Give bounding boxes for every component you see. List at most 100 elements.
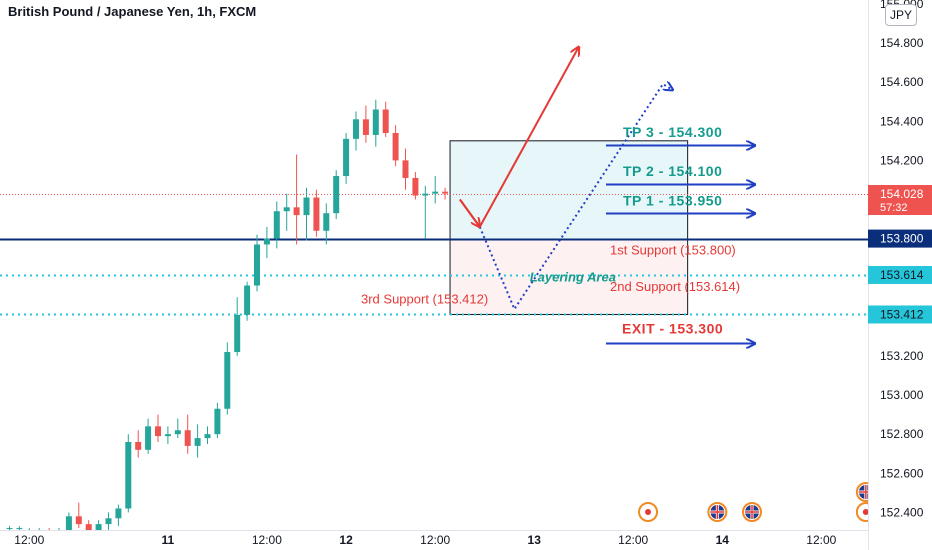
candle-body [263, 238, 270, 245]
candle [28, 528, 30, 530]
event-ring [855, 502, 868, 522]
candle [244, 281, 251, 321]
candle [48, 528, 50, 530]
candle [214, 402, 221, 439]
event-center [862, 509, 868, 515]
candle-body [382, 109, 389, 133]
candle-body [254, 244, 260, 286]
candle-body [224, 352, 231, 409]
candle-body [313, 197, 320, 231]
candle [204, 426, 211, 444]
candle-body [432, 191, 439, 194]
candle [125, 434, 132, 513]
y-tick-label: 152.800 [880, 427, 924, 441]
y-tick-label: 153.200 [880, 349, 924, 363]
annotation-label: TP 3 - 154.300 [623, 124, 722, 140]
price-label-text: 154.028 [880, 187, 924, 201]
candle-body [204, 434, 211, 439]
event-dot-icon [855, 502, 868, 522]
annotation-label: 3rd Support (153.412) [361, 291, 488, 306]
candle-body [353, 119, 359, 139]
annotation-label: 2nd Support (153.614) [610, 279, 740, 294]
candle-body [65, 516, 72, 530]
currency-button[interactable]: JPY [885, 4, 917, 26]
price-label-bg [868, 185, 932, 216]
candles-group [6, 99, 449, 530]
candle [85, 520, 92, 530]
x-tick-label: 13 [528, 533, 542, 547]
candle-body [422, 193, 429, 196]
candle [234, 297, 241, 356]
annotation-label: EXIT - 153.300 [622, 320, 723, 336]
candle [145, 418, 152, 454]
price-label-bg [868, 265, 932, 284]
scenario-dip-arrow [459, 198, 480, 226]
candle [333, 170, 340, 220]
x-tick-label: 12:00 [618, 533, 648, 547]
candle-body [6, 528, 13, 530]
y-tick-label: 154.400 [880, 114, 924, 128]
candle [6, 526, 13, 530]
candle-body [174, 430, 181, 435]
event-flag-icon [742, 502, 762, 522]
candle [224, 342, 231, 415]
candle-body [194, 438, 201, 446]
candle [263, 226, 270, 259]
candle [135, 430, 142, 458]
candle [402, 148, 409, 190]
candle-body [85, 524, 92, 530]
y-tick-label: 152.400 [880, 505, 924, 519]
candle [382, 101, 389, 137]
x-tick-label: 12:00 [806, 533, 836, 547]
candle-body [412, 177, 419, 196]
candle-body [343, 138, 350, 177]
candle-body [442, 191, 449, 194]
layering-area-label: Layering Area [530, 270, 616, 285]
candle-body [135, 441, 142, 450]
x-tick-label: 11 [162, 533, 175, 547]
candle-body [362, 119, 369, 135]
candle [58, 528, 60, 530]
event-center [645, 509, 652, 515]
plot-area: Layering Area TP 3 - 154.300 TP 2 - 154.10… [0, 47, 868, 530]
candle-body [214, 408, 221, 435]
price-label-text: 153.614 [880, 268, 924, 282]
candle [313, 189, 320, 237]
candle [65, 512, 72, 530]
x-tick-label: 12:00 [252, 533, 282, 547]
candle [432, 176, 439, 204]
candle [95, 520, 102, 530]
x-tick-label: 12:00 [420, 533, 450, 547]
event-flag-icon [707, 502, 728, 522]
candle [38, 528, 40, 530]
candle [174, 418, 181, 439]
candle [392, 125, 399, 167]
candle [303, 187, 310, 241]
y-tick-label: 154.800 [880, 36, 924, 50]
candle [105, 512, 112, 530]
candle [372, 99, 379, 147]
price-label-bg [868, 305, 932, 324]
candle-body [234, 314, 241, 353]
price-label-text: 153.800 [880, 232, 924, 246]
candle-body [402, 160, 409, 178]
layering-box-border [449, 140, 689, 315]
layering-box-upper [450, 140, 688, 239]
y-tick-label: 153.000 [880, 388, 924, 402]
candle-body [273, 211, 280, 239]
candle-body [303, 197, 310, 216]
candle-body [372, 109, 379, 135]
candle [16, 526, 23, 530]
event-dot-icon [638, 502, 659, 522]
candle [412, 172, 419, 200]
candle [164, 426, 171, 444]
candle [362, 105, 369, 143]
candle-body [75, 516, 82, 525]
annotation-label: 1st Support (153.800) [610, 243, 736, 258]
y-tick-label: 154.600 [880, 75, 924, 89]
candle [323, 203, 330, 245]
candle-body [105, 518, 112, 525]
candle [75, 502, 82, 529]
